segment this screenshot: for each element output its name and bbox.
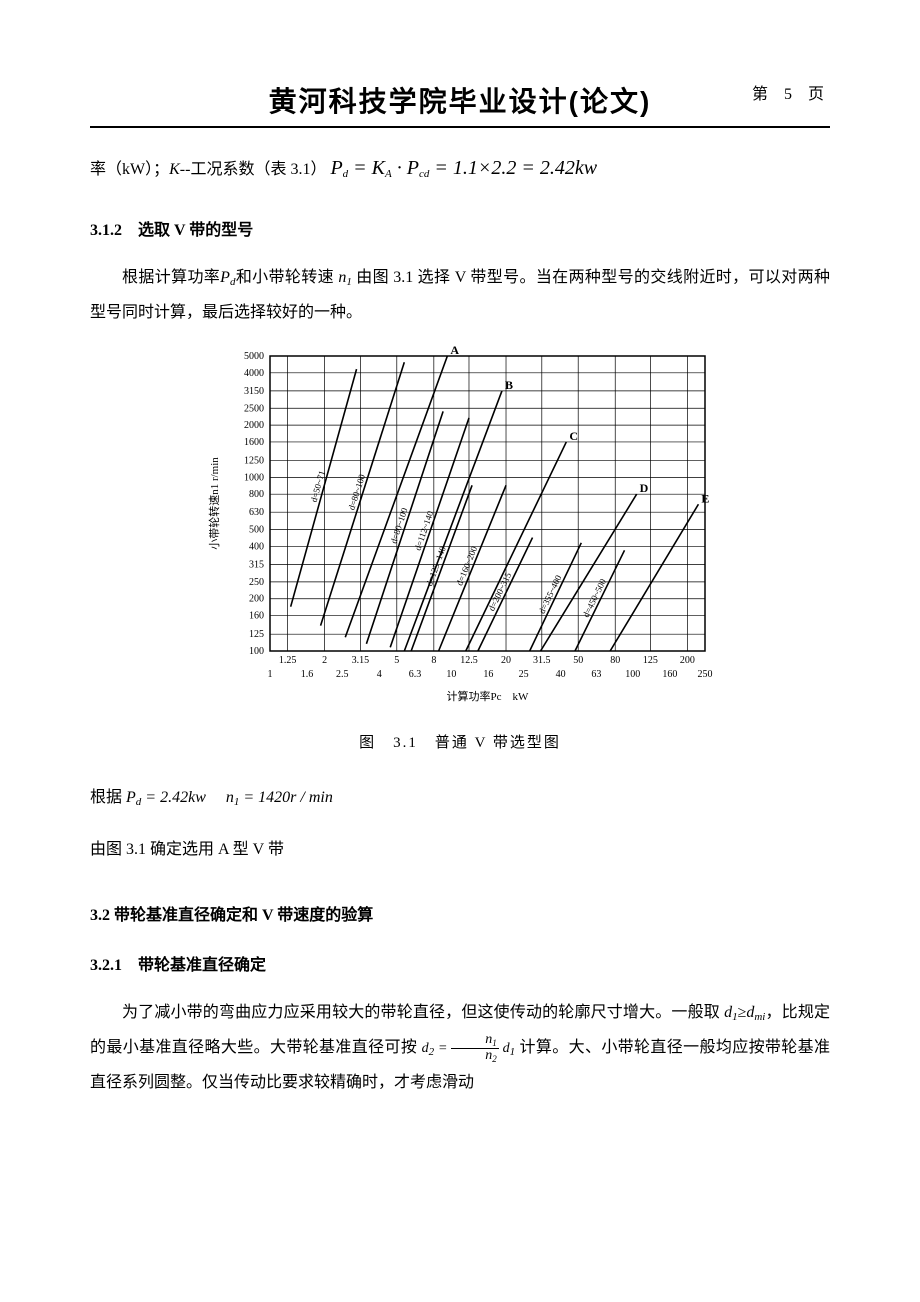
svg-text:1000: 1000 bbox=[244, 473, 264, 484]
svg-text:d=125~140: d=125~140 bbox=[424, 545, 448, 588]
svg-text:125: 125 bbox=[249, 630, 264, 641]
svg-text:31.5: 31.5 bbox=[533, 655, 551, 666]
svg-text:1250: 1250 bbox=[244, 456, 264, 467]
svg-text:800: 800 bbox=[249, 490, 264, 501]
continuation-line: 率（kW）；K--工况系数（表 3.1） Pd = KA · Pcd = 1.1… bbox=[90, 146, 830, 190]
svg-text:3.15: 3.15 bbox=[352, 655, 370, 666]
svg-text:250: 250 bbox=[698, 669, 713, 680]
svg-text:160: 160 bbox=[662, 669, 677, 680]
svg-text:5: 5 bbox=[394, 655, 399, 666]
heading-3-1-2: 3.1.2 选取 V 带的型号 bbox=[90, 216, 830, 240]
svg-text:8: 8 bbox=[431, 655, 436, 666]
svg-text:20: 20 bbox=[501, 655, 511, 666]
svg-text:B: B bbox=[505, 378, 513, 392]
svg-text:5000: 5000 bbox=[244, 351, 264, 362]
svg-text:125: 125 bbox=[643, 655, 658, 666]
svg-text:计算功率Pc kW: 计算功率Pc kW bbox=[447, 689, 529, 703]
given-values: 根据 Pd = 2.42kw n1 = 1420r / min bbox=[90, 780, 830, 815]
svg-text:D: D bbox=[640, 482, 649, 496]
svg-text:500: 500 bbox=[249, 525, 264, 536]
svg-text:2.5: 2.5 bbox=[336, 669, 349, 680]
svg-text:4000: 4000 bbox=[244, 368, 264, 379]
formula-pd: Pd = KA · Pcd = 1.1×2.2 = 2.42kw bbox=[330, 157, 597, 179]
svg-text:2: 2 bbox=[322, 655, 327, 666]
figure-3-1-caption: 图 3.1 普通 V 带选型图 bbox=[90, 731, 830, 752]
figure-3-1: 1001251602002503154005006308001000125016… bbox=[90, 346, 830, 711]
svg-text:40: 40 bbox=[556, 669, 566, 680]
svg-text:2000: 2000 bbox=[244, 420, 264, 431]
svg-text:3150: 3150 bbox=[244, 386, 264, 397]
svg-text:1600: 1600 bbox=[244, 437, 264, 448]
para-3-2-1: 为了减小带的弯曲应力应采用较大的带轮直径，但这使传动的轮廓尺寸增大。一般取 d1… bbox=[90, 995, 830, 1101]
svg-text:10: 10 bbox=[446, 669, 456, 680]
svg-text:16: 16 bbox=[483, 669, 493, 680]
conclusion-line: 由图 3.1 确定选用 A 型 V 带 bbox=[90, 832, 830, 867]
svg-text:100: 100 bbox=[625, 669, 640, 680]
svg-text:400: 400 bbox=[249, 542, 264, 553]
svg-text:E: E bbox=[701, 492, 709, 506]
svg-text:4: 4 bbox=[377, 669, 382, 680]
svg-text:小带轮转速n1 r/min: 小带轮转速n1 r/min bbox=[207, 457, 221, 550]
svg-text:6.3: 6.3 bbox=[409, 669, 422, 680]
page-header: 黄河科技学院毕业设计(论文) 第 5 页 bbox=[90, 80, 830, 120]
header-page-number: 第 5 页 bbox=[752, 80, 830, 104]
svg-text:A: A bbox=[450, 346, 459, 357]
para-3-1-2: 根据计算功率Pd和小带轮转速 n1 由图 3.1 选择 V 带型号。当在两种型号… bbox=[90, 260, 830, 330]
svg-text:50: 50 bbox=[573, 655, 583, 666]
vbelt-selection-chart: 1001251602002503154005006308001000125016… bbox=[200, 346, 720, 706]
svg-text:d=112~140: d=112~140 bbox=[413, 510, 436, 553]
svg-text:200: 200 bbox=[249, 594, 264, 605]
heading-3-2: 3.2 带轮基准直径确定和 V 带速度的验算 bbox=[90, 901, 830, 925]
svg-text:315: 315 bbox=[249, 560, 264, 571]
header-rule bbox=[90, 126, 830, 128]
svg-text:100: 100 bbox=[249, 646, 264, 657]
svg-text:1: 1 bbox=[268, 669, 273, 680]
header-title: 黄河科技学院毕业设计(论文) bbox=[269, 80, 652, 120]
svg-text:C: C bbox=[569, 429, 578, 443]
svg-text:250: 250 bbox=[249, 577, 264, 588]
svg-text:630: 630 bbox=[249, 508, 264, 519]
svg-text:25: 25 bbox=[519, 669, 529, 680]
svg-text:80: 80 bbox=[610, 655, 620, 666]
svg-text:200: 200 bbox=[680, 655, 695, 666]
svg-text:d=80~100: d=80~100 bbox=[346, 473, 367, 512]
heading-3-2-1: 3.2.1 带轮基准直径确定 bbox=[90, 951, 830, 975]
svg-text:1.6: 1.6 bbox=[301, 669, 314, 680]
svg-text:160: 160 bbox=[249, 611, 264, 622]
svg-text:12.5: 12.5 bbox=[460, 655, 478, 666]
svg-text:2500: 2500 bbox=[244, 404, 264, 415]
svg-text:63: 63 bbox=[591, 669, 601, 680]
svg-text:1.25: 1.25 bbox=[279, 655, 297, 666]
